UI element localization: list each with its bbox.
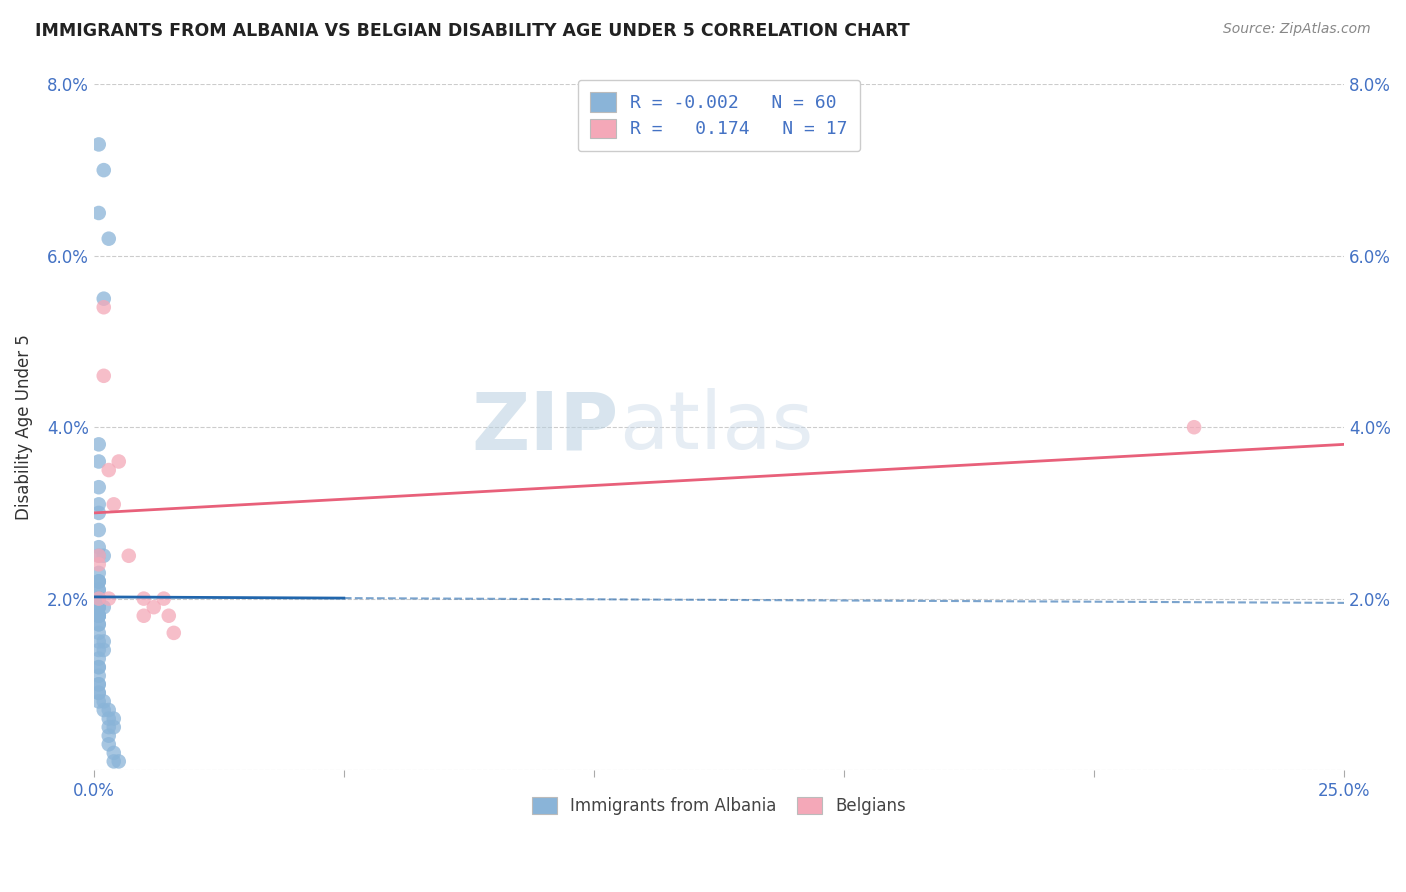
Point [87,608,110,623]
Point [93,694,115,708]
Text: atlas: atlas [619,388,813,467]
Point [87,660,110,674]
Point [93,600,115,615]
Point [87,574,110,589]
Point [87,600,110,615]
Point [97,232,120,246]
Point [87,651,110,665]
Point [103,755,125,769]
Point [87,608,110,623]
Point [87,591,110,606]
Point [93,634,115,648]
Point [87,608,110,623]
Point [87,540,110,554]
Point [87,582,110,597]
Point [87,437,110,451]
Point [87,558,110,572]
Point [132,608,155,623]
Point [87,137,110,152]
Point [163,626,186,640]
Text: ZIP: ZIP [471,388,619,467]
Point [87,686,110,700]
Point [93,300,115,314]
Point [87,677,110,691]
Point [87,206,110,220]
Point [87,566,110,580]
Point [87,634,110,648]
Point [87,617,110,632]
Point [152,591,174,606]
Point [103,712,125,726]
Point [93,368,115,383]
Point [93,703,115,717]
Text: Source: ZipAtlas.com: Source: ZipAtlas.com [1223,22,1371,37]
Point [103,746,125,760]
Point [87,669,110,683]
Point [87,686,110,700]
Point [87,608,110,623]
Point [157,608,180,623]
Point [103,720,125,734]
Point [93,643,115,657]
Point [87,591,110,606]
Point [93,292,115,306]
Point [87,643,110,657]
Point [118,549,141,563]
Point [93,163,115,178]
Point [87,600,110,615]
Point [142,600,165,615]
Point [87,497,110,511]
Point [97,737,120,751]
Point [87,677,110,691]
Point [87,549,110,563]
Y-axis label: Disability Age Under 5: Disability Age Under 5 [15,334,32,520]
Point [103,497,125,511]
Point [87,600,110,615]
Point [132,591,155,606]
Point [87,454,110,468]
Point [1182,420,1205,434]
Point [87,660,110,674]
Point [87,574,110,589]
Point [97,591,120,606]
Point [97,720,120,734]
Point [93,549,115,563]
Point [87,617,110,632]
Legend: Immigrants from Albania, Belgians: Immigrants from Albania, Belgians [523,789,914,823]
Point [87,626,110,640]
Point [107,755,129,769]
Point [87,574,110,589]
Point [97,729,120,743]
Text: IMMIGRANTS FROM ALBANIA VS BELGIAN DISABILITY AGE UNDER 5 CORRELATION CHART: IMMIGRANTS FROM ALBANIA VS BELGIAN DISAB… [35,22,910,40]
Point [97,463,120,477]
Point [87,591,110,606]
Point [87,480,110,494]
Point [97,712,120,726]
Point [87,549,110,563]
Point [87,591,110,606]
Point [107,454,129,468]
Point [87,694,110,708]
Point [97,703,120,717]
Point [87,591,110,606]
Point [87,582,110,597]
Point [87,506,110,520]
Point [87,523,110,537]
